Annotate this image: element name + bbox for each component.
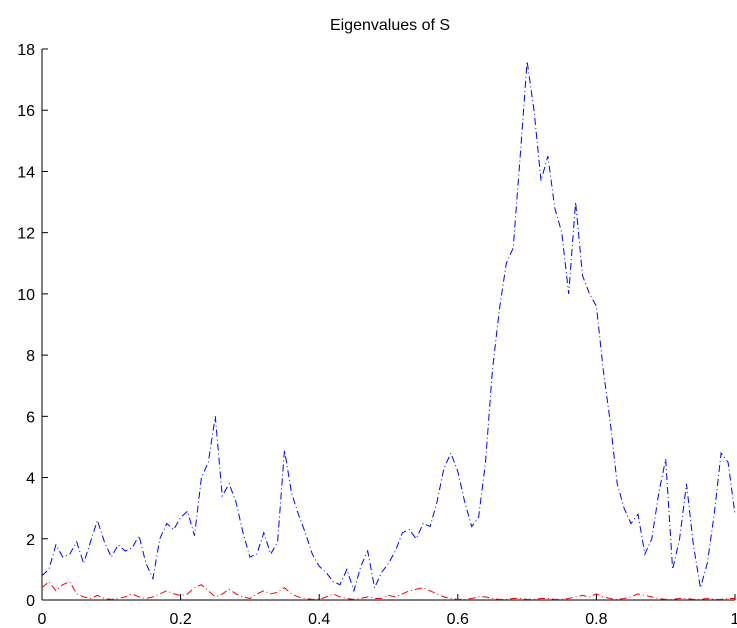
x-tick-label-0.2: 0.2 xyxy=(169,611,191,628)
x-tick-label-1: 1 xyxy=(731,611,737,628)
plot-area: 0 2 4 6 8 10 12 14 16 18 0 0.2 0.4 0.6 0.8 1 xyxy=(17,42,737,628)
y-tick-label-18: 18 xyxy=(17,42,35,59)
y-tick-label-6: 6 xyxy=(26,409,35,426)
y-tick-label-4: 4 xyxy=(26,471,35,488)
y-tick-label-10: 10 xyxy=(17,287,35,304)
y-tick-label-8: 8 xyxy=(26,348,35,365)
y-tick-label-0: 0 xyxy=(26,593,35,610)
x-tick-label-0: 0 xyxy=(38,611,47,628)
x-tick-label-0.6: 0.6 xyxy=(447,611,469,628)
y-tick-label-12: 12 xyxy=(17,226,35,243)
x-tick-label-0.8: 0.8 xyxy=(585,611,607,628)
series-line-1 xyxy=(41,580,735,600)
y-tick-label-16: 16 xyxy=(17,103,35,120)
x-tick-label-0.4: 0.4 xyxy=(308,611,330,628)
chart-title: Eigenvalues of S xyxy=(330,17,450,34)
series-line-0 xyxy=(41,61,736,593)
y-tick-label-2: 2 xyxy=(26,532,35,549)
y-tick-label-14: 14 xyxy=(17,164,35,181)
